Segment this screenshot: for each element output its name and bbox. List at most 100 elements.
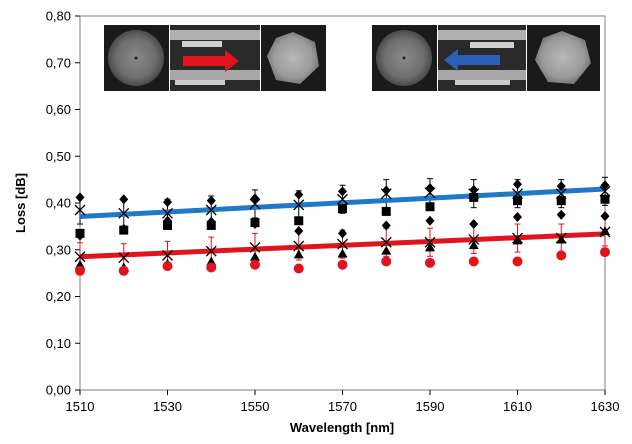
triangle-marker bbox=[512, 235, 523, 245]
circle-marker bbox=[381, 256, 392, 267]
diamond-marker bbox=[250, 219, 260, 230]
x-marker bbox=[380, 188, 392, 200]
x-tick-label: 1550 bbox=[241, 399, 270, 414]
square-marker bbox=[600, 194, 610, 204]
diamond-marker bbox=[513, 212, 522, 223]
arrow-left-icon bbox=[444, 49, 500, 71]
y-tick-label: 0,80 bbox=[46, 9, 71, 24]
triangle-marker bbox=[425, 242, 435, 252]
y-tick-label: 0,40 bbox=[46, 196, 71, 211]
x-marker bbox=[205, 204, 217, 216]
circle-marker bbox=[118, 265, 129, 276]
diamond-marker bbox=[556, 181, 566, 192]
y-axis-title: Loss [dB] bbox=[13, 173, 28, 233]
x-tick-label: 1570 bbox=[328, 399, 357, 414]
triangle-marker bbox=[250, 251, 260, 261]
x-marker bbox=[293, 240, 305, 252]
y-tick-label: 0,30 bbox=[46, 242, 71, 257]
x-marker bbox=[380, 236, 392, 248]
x-marker bbox=[337, 238, 348, 250]
diamond-marker bbox=[206, 195, 216, 206]
square-marker bbox=[469, 192, 479, 202]
x-axis: 1510 1530 1550 1570 1590 1610 1630 bbox=[66, 390, 619, 414]
diamond-marker bbox=[206, 216, 216, 227]
x-axis-title: Wavelength [nm] bbox=[290, 420, 394, 435]
circle-marker bbox=[293, 263, 304, 274]
diamond-marker bbox=[600, 180, 610, 191]
x-marker bbox=[74, 251, 86, 263]
x-marker bbox=[424, 187, 436, 199]
x-marker bbox=[118, 252, 130, 264]
x-marker bbox=[249, 198, 261, 210]
fiber-endface-image bbox=[261, 25, 326, 91]
y-tick-label: 0,60 bbox=[46, 102, 71, 117]
x-marker bbox=[205, 245, 217, 257]
diamond-marker bbox=[163, 215, 172, 226]
circle-marker bbox=[556, 250, 567, 261]
x-tick-label: 1510 bbox=[66, 399, 95, 414]
fiber-endface-image bbox=[104, 25, 169, 91]
diamond-marker bbox=[294, 189, 304, 200]
diamond-marker bbox=[119, 223, 129, 234]
square-marker bbox=[513, 196, 522, 206]
y-tick-label: 0,20 bbox=[46, 289, 71, 304]
square-marker bbox=[294, 216, 304, 226]
diamond-marker bbox=[338, 186, 347, 197]
diamond-marker bbox=[381, 220, 391, 231]
fiber-endface-image bbox=[372, 25, 437, 91]
diamond-marker bbox=[75, 230, 85, 241]
circle-marker bbox=[468, 256, 479, 267]
diamond-marker bbox=[425, 215, 435, 226]
x-marker bbox=[293, 199, 305, 211]
x-marker bbox=[249, 241, 261, 253]
circle-marker bbox=[162, 261, 173, 272]
x-marker bbox=[424, 236, 436, 248]
circle-marker bbox=[512, 256, 523, 267]
diamond-marker bbox=[600, 211, 610, 222]
triangle-marker bbox=[293, 249, 304, 259]
data-markers bbox=[74, 179, 611, 276]
circle-marker bbox=[75, 265, 85, 276]
x-marker bbox=[337, 193, 348, 205]
y-axis: 0,00 0,10 0,20 0,30 0,40 0,50 0,60 0,70 0,80 bbox=[46, 9, 80, 398]
diamond-marker bbox=[163, 197, 172, 208]
inset-group-right bbox=[372, 25, 600, 91]
square-marker bbox=[425, 202, 435, 212]
circle-marker bbox=[337, 259, 348, 270]
diamond-marker bbox=[469, 184, 479, 195]
diamond-marker bbox=[556, 209, 566, 220]
inset-group-left bbox=[104, 25, 326, 91]
diamond-marker bbox=[119, 194, 129, 205]
y-tick-label: 0,50 bbox=[46, 149, 71, 164]
circle-marker bbox=[600, 247, 610, 258]
diamond-marker bbox=[338, 228, 347, 239]
diamond-marker bbox=[513, 179, 522, 190]
circle-marker bbox=[206, 262, 217, 273]
arrow-right-icon bbox=[183, 50, 239, 72]
x-marker bbox=[162, 249, 173, 261]
x-marker bbox=[74, 204, 86, 216]
fiber-endface-image bbox=[527, 25, 600, 91]
x-marker bbox=[599, 185, 611, 197]
x-tick-label: 1590 bbox=[416, 399, 445, 414]
triangle-marker bbox=[381, 245, 392, 255]
triangle-marker bbox=[337, 248, 348, 258]
diamond-marker bbox=[75, 192, 85, 203]
y-tick-label: 0,00 bbox=[46, 383, 71, 398]
x-marker bbox=[162, 207, 173, 219]
x-marker bbox=[118, 207, 130, 219]
x-tick-label: 1610 bbox=[503, 399, 532, 414]
diamond-marker bbox=[469, 219, 479, 230]
fiber-side-image bbox=[438, 25, 526, 91]
diamond-marker bbox=[294, 226, 304, 237]
square-marker bbox=[338, 204, 347, 214]
square-marker bbox=[556, 196, 566, 206]
circle-marker bbox=[250, 259, 260, 270]
x-tick-label: 1530 bbox=[153, 399, 182, 414]
triangle-marker bbox=[556, 234, 567, 244]
x-marker bbox=[468, 234, 480, 245]
square-marker bbox=[381, 206, 391, 216]
y-tick-label: 0,70 bbox=[46, 55, 71, 70]
y-tick-label: 0,10 bbox=[46, 336, 71, 351]
